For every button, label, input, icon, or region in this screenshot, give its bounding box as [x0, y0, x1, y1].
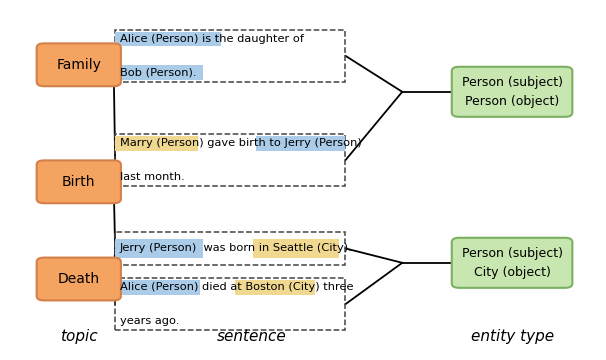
FancyBboxPatch shape	[37, 43, 121, 86]
FancyBboxPatch shape	[451, 238, 572, 288]
Text: entity type: entity type	[470, 329, 554, 344]
Bar	[256, 136, 345, 151]
Bar	[115, 280, 201, 295]
Text: Family: Family	[56, 58, 101, 72]
Bar	[115, 278, 345, 330]
Bar	[115, 32, 221, 46]
Text: Death: Death	[58, 272, 100, 286]
Bar	[115, 134, 345, 186]
Text: Marry (Person) gave birth to Jerry (Person): Marry (Person) gave birth to Jerry (Pers…	[120, 139, 362, 148]
Bar	[115, 239, 202, 258]
FancyBboxPatch shape	[451, 67, 572, 117]
Bar	[115, 136, 198, 151]
Text: Person (subject)
Person (object): Person (subject) Person (object)	[462, 76, 562, 108]
Text: Person (subject)
City (object): Person (subject) City (object)	[462, 247, 562, 279]
Text: years ago.: years ago.	[120, 316, 179, 326]
Bar	[115, 30, 345, 82]
Text: last month.: last month.	[120, 172, 185, 182]
FancyBboxPatch shape	[37, 161, 121, 203]
Bar	[235, 280, 316, 295]
Text: topic: topic	[60, 329, 98, 344]
Text: Alice (Person) died at Boston (City) three: Alice (Person) died at Boston (City) thr…	[120, 283, 353, 292]
Bar	[115, 65, 202, 80]
Text: Jerry (Person)  was born in Seattle (City).: Jerry (Person) was born in Seattle (City…	[120, 243, 353, 253]
Bar	[115, 232, 345, 265]
Text: Birth: Birth	[62, 175, 96, 189]
Text: Bob (Person).: Bob (Person).	[120, 68, 196, 77]
Text: Alice (Person) is the daughter of: Alice (Person) is the daughter of	[120, 34, 304, 44]
FancyBboxPatch shape	[37, 258, 121, 300]
Bar	[253, 239, 339, 258]
Text: sentence: sentence	[216, 329, 287, 344]
